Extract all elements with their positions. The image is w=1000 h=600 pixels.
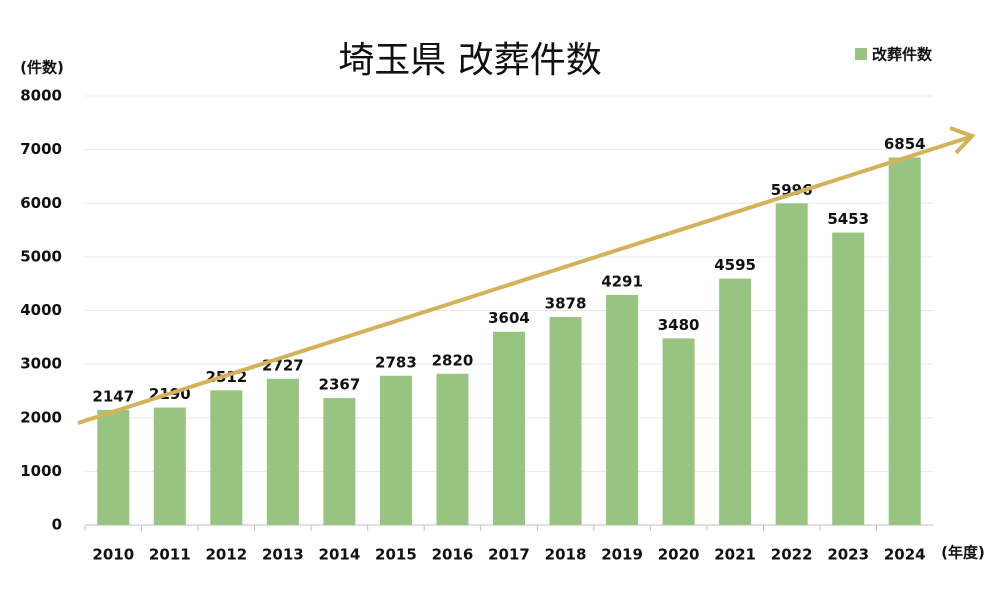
bar bbox=[266, 378, 299, 525]
x-tick-label: 2016 bbox=[432, 546, 474, 564]
x-tick-label: 2017 bbox=[488, 546, 530, 564]
bar bbox=[379, 375, 412, 525]
y-axis-label: (件数) bbox=[20, 59, 64, 77]
data-label: 4595 bbox=[714, 256, 756, 274]
arrow-head bbox=[949, 126, 976, 155]
bar bbox=[97, 409, 130, 525]
trend-arrow bbox=[77, 126, 976, 425]
trend-line bbox=[77, 135, 971, 425]
y-tick-label: 5000 bbox=[20, 247, 62, 265]
x-tick-label: 2019 bbox=[601, 546, 643, 564]
data-label: 2367 bbox=[319, 376, 361, 394]
x-axis-label: (年度) bbox=[941, 544, 985, 562]
data-label: 2147 bbox=[92, 387, 134, 405]
bar bbox=[323, 398, 356, 525]
data-label: 4291 bbox=[601, 272, 643, 290]
y-tick-label: 2000 bbox=[20, 408, 62, 426]
x-tick-label: 2024 bbox=[884, 546, 926, 564]
y-tick-label: 7000 bbox=[20, 140, 62, 158]
y-tick-label: 1000 bbox=[20, 462, 62, 480]
data-label: 3480 bbox=[658, 316, 700, 334]
x-tick-label: 2012 bbox=[205, 546, 247, 564]
bar bbox=[493, 331, 525, 525]
x-tick-label: 2014 bbox=[319, 546, 361, 564]
data-label: 3604 bbox=[488, 309, 530, 327]
bar bbox=[436, 373, 469, 525]
bar bbox=[662, 338, 695, 525]
x-tick-label: 2010 bbox=[92, 546, 134, 564]
bar bbox=[719, 278, 752, 525]
data-label: 5453 bbox=[827, 210, 869, 228]
bar bbox=[606, 294, 639, 525]
data-label: 5996 bbox=[771, 181, 813, 199]
x-tick-label: 2020 bbox=[658, 546, 700, 564]
y-tick-label: 4000 bbox=[20, 301, 62, 319]
y-tick-label: 6000 bbox=[20, 194, 62, 212]
bar bbox=[775, 203, 808, 526]
legend-label: 改葬件数 bbox=[872, 46, 933, 64]
y-tick-label: 0 bbox=[52, 516, 62, 534]
plot: 0 1000 2000 3000 4000 5000 6000 7000 8000 2010 214… bbox=[20, 46, 933, 564]
x-tick-label: 2011 bbox=[149, 546, 191, 564]
x-tick-label: 2022 bbox=[771, 546, 813, 564]
bar bbox=[549, 317, 582, 525]
y-tick-label: 8000 bbox=[20, 87, 62, 105]
x-tick-label: 2013 bbox=[262, 546, 304, 564]
y-tick-label: 3000 bbox=[20, 355, 62, 373]
x-tick-label: 2023 bbox=[827, 546, 869, 564]
bar bbox=[153, 407, 186, 525]
legend-swatch bbox=[855, 48, 867, 60]
data-label: 6854 bbox=[884, 135, 926, 153]
data-label: 3878 bbox=[545, 295, 587, 313]
x-tick-label: 2021 bbox=[714, 546, 756, 564]
bar bbox=[888, 157, 921, 525]
x-tick-label: 2015 bbox=[375, 546, 417, 564]
bar bbox=[210, 390, 243, 525]
data-label: 2783 bbox=[375, 353, 417, 371]
bar bbox=[832, 232, 865, 525]
data-label: 2820 bbox=[432, 351, 474, 369]
x-tick-label: 2018 bbox=[545, 546, 587, 564]
chart-title: 埼玉県 改葬件数 bbox=[338, 40, 601, 81]
